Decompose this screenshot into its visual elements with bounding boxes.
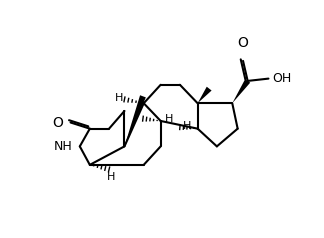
Text: H: H: [183, 121, 191, 131]
Text: H: H: [115, 93, 124, 103]
Text: O: O: [237, 36, 249, 50]
Text: OH: OH: [272, 72, 292, 85]
Text: H: H: [106, 172, 115, 182]
Text: H: H: [165, 114, 173, 124]
Polygon shape: [232, 79, 250, 103]
Text: O: O: [52, 115, 63, 129]
Text: NH: NH: [53, 140, 72, 153]
Polygon shape: [124, 95, 146, 146]
Polygon shape: [198, 87, 212, 103]
